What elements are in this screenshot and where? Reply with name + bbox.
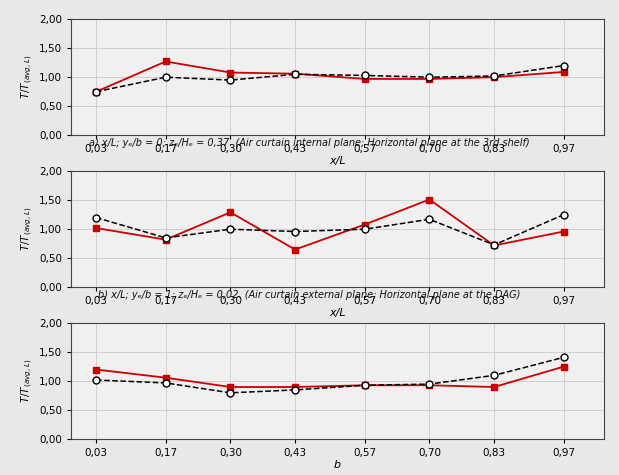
X-axis label: x/L: x/L xyxy=(329,156,345,166)
Text: b) x/L; yₑ/b = 1; zₑ/Hₑ = 0,02. (Air curtain external plane; Horizontal plane at: b) x/L; yₑ/b = 1; zₑ/Hₑ = 0,02. (Air cur… xyxy=(98,290,521,300)
Y-axis label: $T/T_{(avg,L)}$: $T/T_{(avg,L)}$ xyxy=(19,55,35,99)
Y-axis label: $T/T_{(avg,L)}$: $T/T_{(avg,L)}$ xyxy=(19,207,35,251)
X-axis label: b: b xyxy=(334,460,341,470)
Text: a) x/L; yₑ/b = 0; zₑ/Hₑ = 0,37. (Air curtain internal plane; Horizontal plane at: a) x/L; yₑ/b = 0; zₑ/Hₑ = 0,37. (Air cur… xyxy=(89,138,530,148)
X-axis label: x/L: x/L xyxy=(329,308,345,318)
Y-axis label: $T/T_{(avg,L)}$: $T/T_{(avg,L)}$ xyxy=(19,359,35,403)
